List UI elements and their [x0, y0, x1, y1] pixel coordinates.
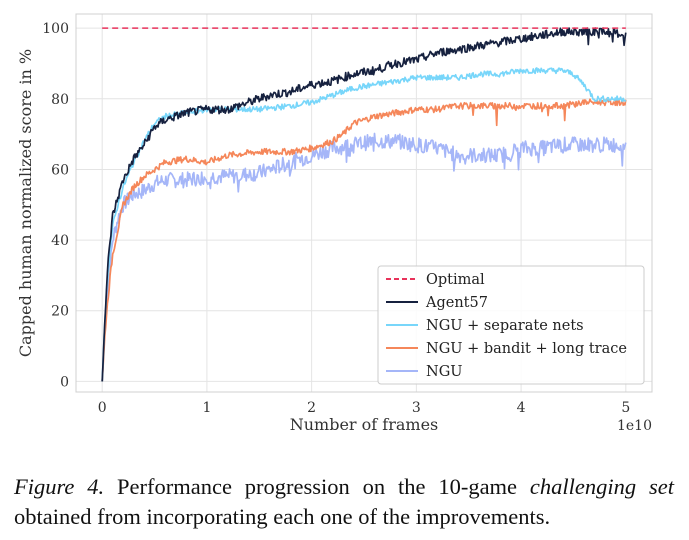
grid — [76, 14, 652, 392]
legend-label: NGU + separate nets — [426, 318, 584, 334]
legend: Optimal Agent57 NGU + separate nets NGU + b… — [377, 265, 645, 385]
chart: 0 1 2 3 4 5 0 20 40 60 80 100 Number of frames 1e10… — [16, 13, 653, 434]
y-axis-label: Capped human normalized score in % — [16, 49, 35, 357]
y-tick-label: 40 — [51, 233, 69, 249]
x-offset-label: 1e10 — [617, 418, 652, 434]
caption-label: Figure 4. — [14, 474, 105, 499]
plot-frame — [75, 13, 653, 393]
y-tick-label: 0 — [60, 374, 69, 390]
x-tick-label: 3 — [412, 400, 421, 416]
legend-box — [377, 265, 645, 385]
x-axis-label: Number of frames — [290, 415, 439, 434]
legend-label: Agent57 — [425, 295, 488, 311]
y-tick-label: 80 — [51, 92, 69, 108]
legend-label: NGU — [426, 364, 463, 380]
series-line-ngu — [101, 132, 627, 382]
tick-labels: 0 1 2 3 4 5 0 20 40 60 80 100 — [42, 21, 630, 416]
legend-label: NGU + bandit + long trace — [426, 341, 627, 357]
legend-label: Optimal — [426, 272, 485, 288]
caption-emphasis: challenging set — [529, 474, 674, 499]
x-tick-label: 2 — [307, 400, 316, 416]
caption-text-2: obtained from incorporating each one of … — [14, 504, 551, 529]
x-tick-label: 0 — [98, 400, 107, 416]
y-tick-label: 20 — [51, 304, 69, 320]
series-lines — [101, 27, 627, 382]
figure-caption: Figure 4. Performance progression on the… — [14, 472, 674, 532]
x-tick-label: 5 — [621, 400, 630, 416]
series-line-ngu-bandit-long-trace — [101, 98, 627, 382]
y-tick-label: 60 — [51, 162, 69, 178]
caption-text-1: Performance progression on the 10-game — [104, 474, 530, 499]
x-tick-label: 1 — [202, 400, 211, 416]
y-tick-label: 100 — [42, 21, 69, 37]
series-line-agent57 — [101, 27, 627, 382]
x-tick-label: 4 — [517, 400, 526, 416]
